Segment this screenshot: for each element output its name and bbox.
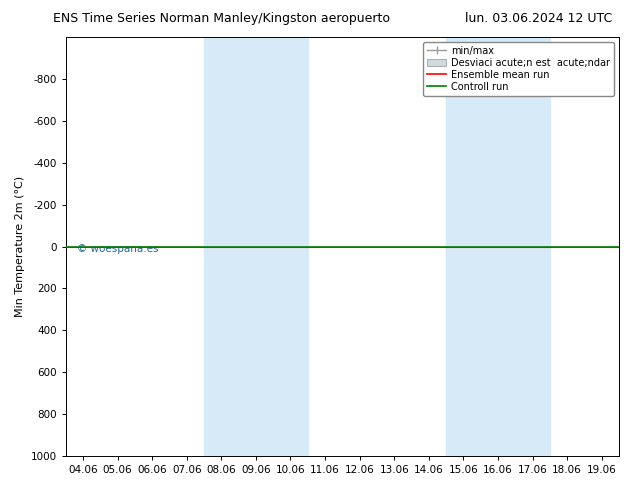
Bar [204,37,307,456]
Bar [446,37,550,456]
Text: © woespana.es: © woespana.es [77,244,158,254]
Y-axis label: Min Temperature 2m (°C): Min Temperature 2m (°C) [15,176,25,317]
Text: lun. 03.06.2024 12 UTC: lun. 03.06.2024 12 UTC [465,12,612,25]
Legend: min/max, Desviaci acute;n est  acute;ndar, Ensemble mean run, Controll run: min/max, Desviaci acute;n est acute;ndar… [423,42,614,96]
Text: ENS Time Series Norman Manley/Kingston aeropuerto: ENS Time Series Norman Manley/Kingston a… [53,12,391,25]
